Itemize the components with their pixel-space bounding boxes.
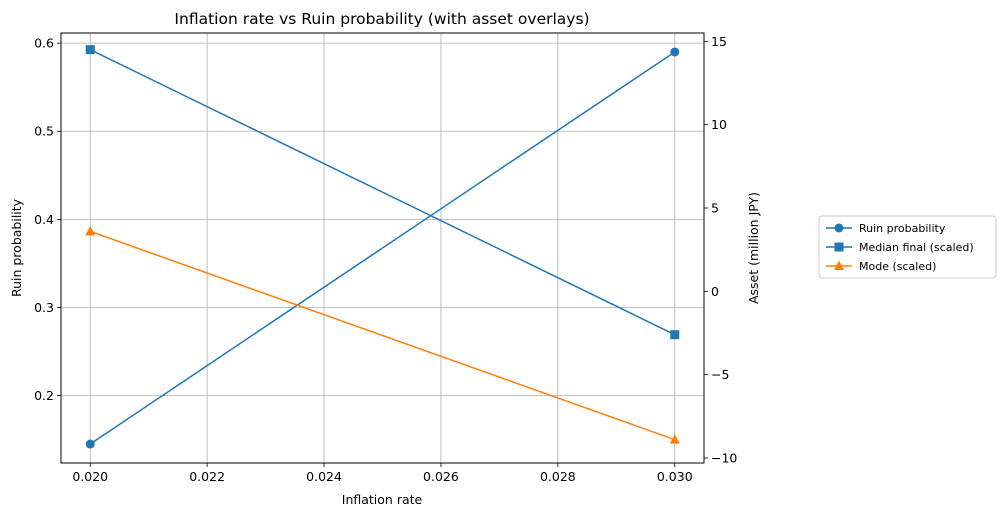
mode-scaled-line xyxy=(89,230,676,441)
x-tick-label: 0.026 xyxy=(423,469,459,484)
grid xyxy=(61,33,704,463)
x-tick-label: 0.020 xyxy=(72,469,108,484)
x-tick-label: 0.030 xyxy=(657,469,693,484)
series-layer xyxy=(85,45,680,449)
y2-tick-label: 5 xyxy=(711,201,719,216)
x-axis-label: Inflation rate xyxy=(342,492,423,507)
median-final-scaled-point xyxy=(85,45,95,55)
x-tick-label: 0.024 xyxy=(306,469,342,484)
plot-frame xyxy=(60,32,705,464)
y2-axis-label: Asset (million JPY) xyxy=(746,192,761,304)
y-axis-ticks: 0.2 0.3 0.4 0.5 0.6 xyxy=(34,36,61,403)
legend-median-final-scaled-marker xyxy=(834,242,844,252)
y-tick-label: 0.5 xyxy=(34,124,54,139)
x-axis-ticks: 0.020 0.022 0.024 0.026 0.028 0.030 xyxy=(72,463,693,484)
y2-tick-label: −5 xyxy=(711,367,729,382)
legend-mode-scaled-label: Mode (scaled) xyxy=(859,260,936,273)
y-axis-label: Ruin probability xyxy=(9,198,24,297)
legend-box xyxy=(818,215,997,279)
x-tick-label: 0.022 xyxy=(189,469,225,484)
legend-ruin-probability-marker xyxy=(834,223,844,233)
chart-title: Inflation rate vs Ruin probability (with… xyxy=(174,10,589,28)
y-tick-label: 0.4 xyxy=(34,212,54,227)
y-tick-label: 0.6 xyxy=(34,36,54,51)
median-final-scaled-line xyxy=(89,48,676,336)
legend: Ruin probability Median final (scaled) Mod… xyxy=(818,215,997,279)
y2-tick-label: 15 xyxy=(711,34,727,49)
ruin-probability-point xyxy=(85,439,95,449)
y2-axis-ticks: −10 −5 0 5 10 15 xyxy=(704,34,737,466)
median-final-scaled-point xyxy=(670,330,680,340)
y2-tick-label: 10 xyxy=(711,117,727,132)
legend-ruin-probability-label: Ruin probability xyxy=(859,222,946,235)
y2-tick-label: −10 xyxy=(711,451,737,466)
y-tick-label: 0.3 xyxy=(34,300,54,315)
legend-mode-scaled-marker xyxy=(834,260,844,270)
y-tick-label: 0.2 xyxy=(34,388,54,403)
x-tick-label: 0.028 xyxy=(540,469,576,484)
mode-scaled-point xyxy=(669,434,680,444)
ruin-probability-line xyxy=(89,51,676,445)
legend-median-final-scaled-label: Median final (scaled) xyxy=(859,241,974,254)
y2-tick-label: 0 xyxy=(711,284,719,299)
ruin-probability-point xyxy=(670,47,680,57)
mode-scaled-point xyxy=(85,225,96,236)
